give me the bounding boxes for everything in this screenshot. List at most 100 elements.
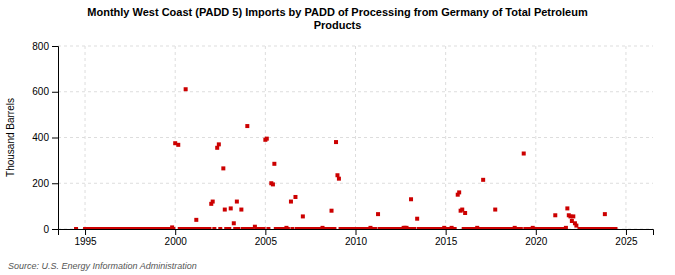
point [565,206,569,210]
y-tick-mark [52,92,58,93]
point [457,190,461,194]
point [603,212,607,216]
point [564,226,568,229]
x-tick: 2000 [165,229,188,247]
y-tick: 0 [43,224,58,235]
x-tick-mark [446,229,447,235]
x-tick: 2015 [435,229,458,247]
point [493,208,497,212]
point [229,206,233,210]
point [218,227,222,229]
x-tick-mark [175,229,176,235]
point [460,208,464,212]
y-tick-label: 200 [32,178,49,189]
x-tick: 2010 [345,229,368,247]
point [293,195,297,199]
point [262,227,266,229]
point [212,227,216,229]
x-tick-label: 2020 [525,236,548,247]
point [74,227,78,229]
point [184,87,188,91]
grid-line-x [535,46,536,229]
point [221,166,225,170]
y-tick-mark [52,183,58,184]
y-tick: 200 [32,178,58,189]
y-tick-mark [52,229,58,230]
point [373,227,377,229]
y-tick: 800 [32,41,58,52]
x-tick-mark [265,229,266,235]
point [232,221,236,225]
point [412,227,416,229]
point [409,197,413,201]
grid [58,46,653,229]
point [265,137,269,141]
y-tick-mark [52,46,58,47]
point [227,227,231,229]
point [223,208,227,212]
point [286,227,290,229]
point [236,227,240,229]
point [176,143,180,147]
x-tick-label: 2015 [435,236,458,247]
annotation: Source: U.S. Energy Information Administ… [8,261,197,271]
point [289,200,293,204]
grid-line-y [58,137,653,138]
x-tick-mark [626,229,627,235]
grid-line-y [58,46,653,47]
chart-svg: 1995 2000 2005 2010 2015 2020 2025 0 200 400 600 80… [0,0,675,275]
title: Monthly West Coast (PADD 5) Imports by P… [87,6,588,31]
x-tick: 2005 [255,229,278,247]
y-axis: 0 200 400 600 800 [32,41,58,235]
point [337,177,341,181]
point [463,211,467,215]
point [481,178,485,182]
point [215,146,219,150]
point [245,124,249,128]
point [207,227,211,229]
x-tick-label: 2025 [615,236,638,247]
y-tick-mark [52,138,58,139]
y-tick-label: 800 [32,41,49,52]
point [574,224,578,228]
x-tick-label: 2010 [345,236,368,247]
point [211,200,215,204]
point [335,173,339,177]
y-tick-label: 600 [32,86,49,97]
title-line: Products [314,19,362,31]
grid-line-y [58,183,653,184]
grid-line-x [445,46,446,229]
point [519,227,523,229]
point [332,227,336,229]
plot-area: 1995 2000 2005 2010 2015 2020 2025 0 200 400 600 80… [32,41,653,247]
grid-line-x [625,46,626,229]
point [415,217,419,221]
x-tick-label: 1995 [74,236,97,247]
point [522,152,526,156]
point [613,227,617,229]
point [453,227,457,229]
y-tick: 600 [32,86,58,97]
x-tick: 1995 [74,229,97,247]
y-tick-label: 0 [43,224,49,235]
grid-line-y [58,91,653,92]
point [334,140,338,144]
x-tick: 2020 [525,229,548,247]
point [194,218,198,222]
x-tick-mark [85,229,86,235]
point [235,200,239,204]
y-axis-label: Thousand Barrels [5,98,16,177]
point [301,214,305,218]
x-tick-label: 2005 [255,236,278,247]
x-axis-line [59,230,654,236]
chart-container: 1995 2000 2005 2010 2015 2020 2025 0 200 400 600 80… [0,0,675,275]
point [171,227,175,229]
point [571,214,575,218]
title-line: Monthly West Coast (PADD 5) Imports by P… [87,6,588,18]
point [290,227,294,229]
point [553,213,557,217]
x-tick-mark [536,229,537,235]
x-axis: 1995 2000 2005 2010 2015 2020 2025 [59,229,654,247]
point [272,162,276,166]
y-tick-label: 400 [32,132,49,143]
